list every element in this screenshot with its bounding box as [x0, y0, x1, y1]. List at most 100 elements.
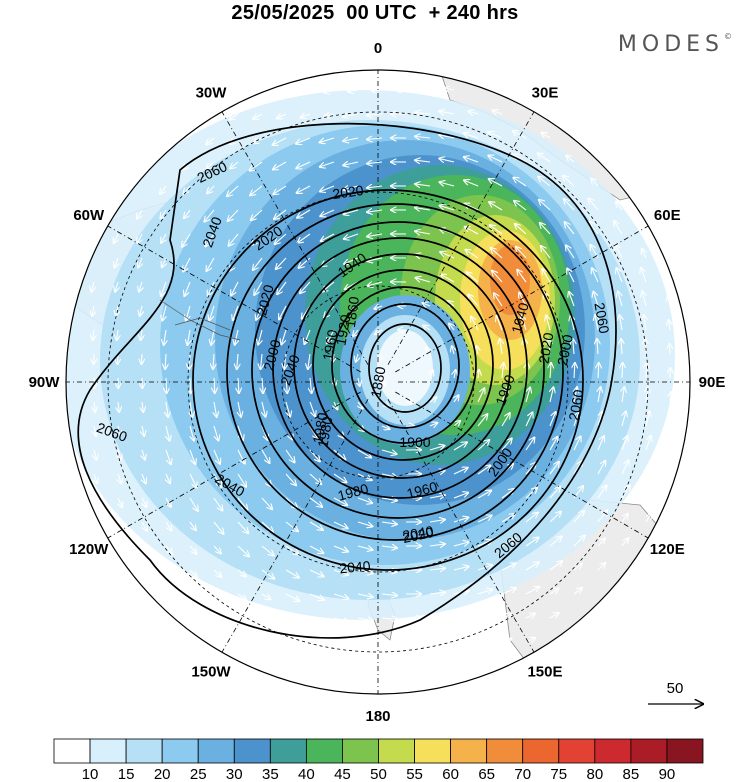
wind-vector — [189, 497, 198, 511]
wind-vector — [573, 437, 581, 451]
wind-vector — [416, 278, 431, 283]
wind-vector — [231, 281, 239, 295]
wind-vector — [477, 664, 488, 666]
wind-vector — [522, 316, 527, 331]
wind-vector — [235, 329, 238, 345]
wind-vector — [261, 593, 270, 599]
wind-vector — [670, 440, 673, 451]
wind-vector — [118, 497, 122, 507]
shade-core — [377, 330, 433, 406]
wind-vector — [440, 252, 455, 259]
wind-vector — [304, 329, 311, 344]
wind-vector — [426, 347, 430, 355]
wind-vector — [309, 521, 323, 530]
wind-vector — [526, 388, 530, 403]
wind-vector — [165, 569, 172, 578]
wind-vector — [262, 377, 263, 393]
label-60e: 60E — [654, 207, 681, 224]
wind-vector — [493, 110, 503, 114]
wind-vector — [285, 545, 298, 554]
wind-vector — [367, 186, 383, 188]
wind-vector — [115, 281, 118, 292]
wind-vector — [140, 305, 142, 316]
wind-vector — [597, 412, 602, 427]
colorbar-label-80: 80 — [586, 766, 603, 782]
wind-vector — [429, 495, 445, 498]
wind-vector — [501, 639, 511, 642]
colorbar-cell — [414, 738, 452, 764]
wind-vector — [597, 339, 598, 355]
wind-vector — [343, 186, 359, 190]
colorbar-cell — [594, 738, 632, 764]
wind-vector — [230, 113, 239, 119]
wind-vector — [309, 473, 321, 484]
wind-vector — [595, 315, 598, 331]
wind-vector — [519, 293, 527, 307]
height-contours — [77, 122, 617, 639]
wind-vector — [597, 539, 605, 547]
wind-vector — [464, 157, 479, 163]
wind-vector — [618, 292, 622, 307]
wind-reference-label: 50 — [667, 680, 684, 697]
wind-vector — [285, 449, 295, 462]
wind-vector — [381, 450, 396, 454]
colorbar-cell — [197, 738, 235, 764]
wind-vector — [501, 514, 515, 523]
wind-vector — [488, 156, 503, 163]
colorbar-label-75: 75 — [550, 766, 567, 782]
wind-vector — [464, 204, 479, 211]
wind-vector — [233, 305, 239, 320]
wind-vector — [415, 113, 431, 114]
wind-vector — [137, 209, 142, 219]
wind-vector — [564, 199, 575, 211]
wind-vector — [285, 521, 298, 531]
wind-vector — [190, 401, 192, 417]
wind-vector — [464, 180, 479, 187]
wind-vector — [137, 233, 142, 243]
wind-vector — [429, 592, 445, 594]
wind-vector — [513, 154, 527, 163]
wind-vector — [515, 224, 527, 235]
wind-vector — [165, 593, 173, 601]
wind-vector — [213, 545, 221, 553]
wind-vector — [320, 209, 335, 216]
wind-vector — [189, 473, 197, 487]
wind-vector — [525, 587, 539, 595]
wind-vector — [477, 465, 490, 475]
wind-vector — [619, 315, 622, 331]
wind-vector — [378, 353, 382, 361]
wind-vector — [453, 566, 469, 570]
coastline-antarctic-peninsula — [174, 317, 231, 331]
wind-vector — [333, 545, 348, 552]
wind-vector — [477, 589, 492, 595]
wind-vector — [277, 114, 287, 118]
wind-vector — [208, 281, 215, 296]
colorbar-label-45: 45 — [334, 766, 351, 782]
wind-vector — [165, 353, 166, 369]
wind-vector — [141, 329, 142, 340]
wind-vector — [142, 425, 144, 436]
wind-vector — [540, 223, 551, 235]
wind-vector — [439, 159, 455, 162]
wind-vector — [415, 231, 431, 234]
wind-vector — [514, 201, 527, 211]
wind-vector — [539, 200, 551, 211]
wind-vector — [189, 545, 196, 554]
wind-vector — [429, 446, 444, 451]
wind-vector — [467, 272, 479, 283]
contour-label-2060: 2060 — [565, 388, 586, 422]
wind-vector — [344, 209, 359, 214]
wind-vector — [357, 449, 371, 457]
wind-vector — [444, 88, 455, 90]
wind-vector — [276, 257, 287, 269]
colorbar-label-35: 35 — [262, 766, 279, 782]
wind-vector — [91, 281, 94, 292]
wind-vector — [333, 666, 344, 668]
wind-vector — [207, 185, 215, 193]
wind-vector — [646, 465, 650, 475]
parallel-outer — [107, 111, 649, 653]
wind-vector — [525, 614, 535, 618]
wind-vector — [550, 387, 553, 403]
wind-vector — [646, 363, 647, 379]
colorbar-label-65: 65 — [478, 766, 495, 782]
